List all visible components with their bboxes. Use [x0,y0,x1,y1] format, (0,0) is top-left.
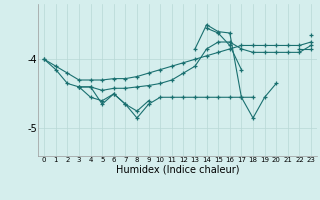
X-axis label: Humidex (Indice chaleur): Humidex (Indice chaleur) [116,165,239,175]
